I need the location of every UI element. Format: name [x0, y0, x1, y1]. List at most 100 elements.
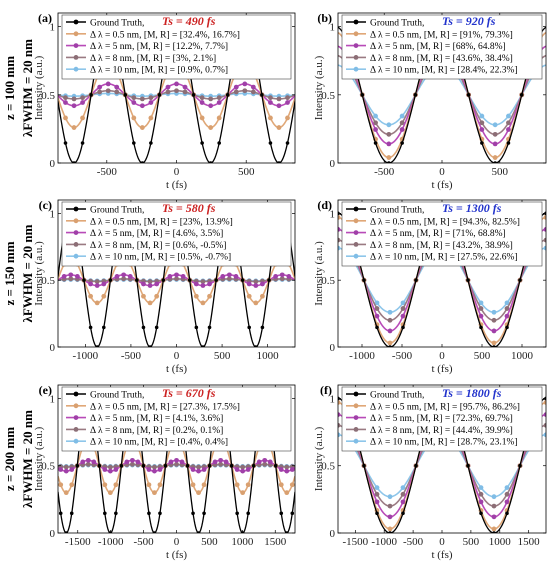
- data-point: [246, 281, 252, 287]
- data-point: [191, 93, 196, 97]
- legend-entry-1: Δ λ = 0.5 nm, [M, R] = [27.3%, 17.5%]: [90, 402, 240, 412]
- x-tick-label: 0: [174, 166, 180, 178]
- x-tick-label: 500: [238, 166, 255, 178]
- data-point: [147, 300, 153, 306]
- data-point: [246, 511, 250, 516]
- data-point: [518, 278, 522, 282]
- data-point: [233, 274, 239, 279]
- data-point: [362, 463, 366, 468]
- panel-letter: (f): [320, 383, 332, 397]
- data-point: [375, 325, 379, 330]
- data-point: [63, 141, 68, 145]
- data-point: [148, 345, 152, 347]
- legend-entry-2: Δ λ = 5 nm, [M, R] = [4.6%, 3.5%]: [90, 229, 223, 239]
- data-point: [196, 531, 201, 533]
- data-point: [386, 122, 392, 128]
- x-tick-label: -500: [374, 166, 395, 178]
- data-point: [218, 457, 224, 463]
- data-point: [414, 278, 418, 282]
- data-point: [543, 245, 546, 251]
- data-point: [387, 161, 391, 163]
- data-point: [88, 281, 93, 287]
- data-point: [74, 274, 80, 279]
- x-tick-label: -500: [133, 536, 154, 548]
- data-point: [157, 467, 163, 472]
- y-tick-label: 0: [50, 158, 56, 170]
- data-point: [80, 459, 86, 465]
- data-point: [400, 491, 406, 497]
- y-tick-label: 1: [50, 208, 56, 220]
- data-point: [207, 325, 212, 330]
- data-point: [387, 514, 393, 520]
- data-point: [284, 531, 289, 533]
- data-point: [267, 278, 271, 282]
- data-point: [113, 482, 119, 488]
- legend-entry-0: Ground Truth,: [90, 206, 144, 216]
- chart-panel-d: -1000 -500 0 500 1000 0 0.5 1 t (fs) Intensity (a…: [313, 198, 547, 375]
- data-point: [400, 485, 406, 491]
- data-point: [157, 93, 162, 97]
- data-point: [504, 491, 510, 497]
- y-tick-label: 0.5: [321, 275, 335, 287]
- y-axis-label: Intensity (a.u.): [33, 55, 45, 120]
- legend-entry-2: Δ λ = 5 nm, [M, R] = [72.3%, 69.7%]: [370, 414, 513, 424]
- data-point: [233, 84, 239, 90]
- data-point: [208, 103, 214, 109]
- sampling-period-label: Ts = 1300 fs: [442, 201, 502, 215]
- legend: Ground Truth,Δ λ = 0.5 nm, [M, R] = [95.…: [341, 386, 543, 452]
- data-point: [235, 511, 239, 516]
- legend-entry-4: Δ λ = 10 nm, [M, R] = [0.9%, 0.7%]: [90, 66, 228, 76]
- x-axis-label: t (fs): [431, 179, 452, 191]
- data-point: [519, 93, 524, 97]
- data-point: [114, 89, 120, 95]
- data-point: [279, 276, 285, 282]
- data-point: [148, 115, 154, 121]
- data-point: [91, 459, 97, 465]
- data-point: [80, 115, 85, 121]
- data-point: [141, 281, 146, 287]
- data-point: [543, 237, 546, 243]
- data-point: [250, 84, 256, 90]
- data-point: [107, 468, 113, 474]
- data-point: [163, 463, 168, 468]
- data-point: [147, 279, 153, 284]
- data-point: [216, 115, 222, 121]
- data-point: [400, 306, 406, 311]
- legend-entry-3: Δ λ = 8 nm, [M, R] = [0.6%, -0.5%]: [90, 241, 226, 251]
- data-point: [251, 463, 256, 468]
- data-point: [174, 457, 179, 463]
- data-point: [491, 494, 497, 500]
- data-point: [290, 511, 295, 516]
- data-point: [491, 526, 497, 532]
- data-point: [278, 467, 284, 472]
- data-point: [196, 490, 201, 496]
- x-tick-label: -1000: [349, 350, 375, 362]
- data-point: [208, 161, 213, 163]
- data-point: [97, 89, 103, 95]
- data-point: [373, 127, 378, 132]
- data-point: [284, 490, 290, 496]
- row-label-1: z = 100 mm λFWHM = 20 nm: [2, 39, 35, 137]
- data-point: [123, 93, 128, 97]
- sampling-period-label: Ts = 580 fs: [162, 201, 216, 215]
- data-point: [208, 96, 214, 102]
- row-distance-label: z = 100 mm: [2, 56, 17, 120]
- x-tick-label: 0: [174, 350, 180, 362]
- row-label-3: z = 200 mm λFWHM = 20 nm: [2, 410, 35, 508]
- data-point: [374, 491, 380, 497]
- data-point: [216, 100, 222, 105]
- data-point: [165, 84, 171, 90]
- data-point: [400, 499, 406, 505]
- data-point: [180, 274, 186, 279]
- data-point: [148, 95, 154, 101]
- y-tick-label: 0.5: [41, 461, 55, 473]
- data-point: [374, 485, 380, 491]
- data-point: [89, 93, 93, 97]
- data-point: [401, 325, 405, 330]
- data-point: [202, 511, 206, 516]
- x-tick-label: -1000: [73, 350, 99, 362]
- data-point: [216, 95, 222, 101]
- data-point: [174, 276, 179, 282]
- data-point: [94, 279, 100, 284]
